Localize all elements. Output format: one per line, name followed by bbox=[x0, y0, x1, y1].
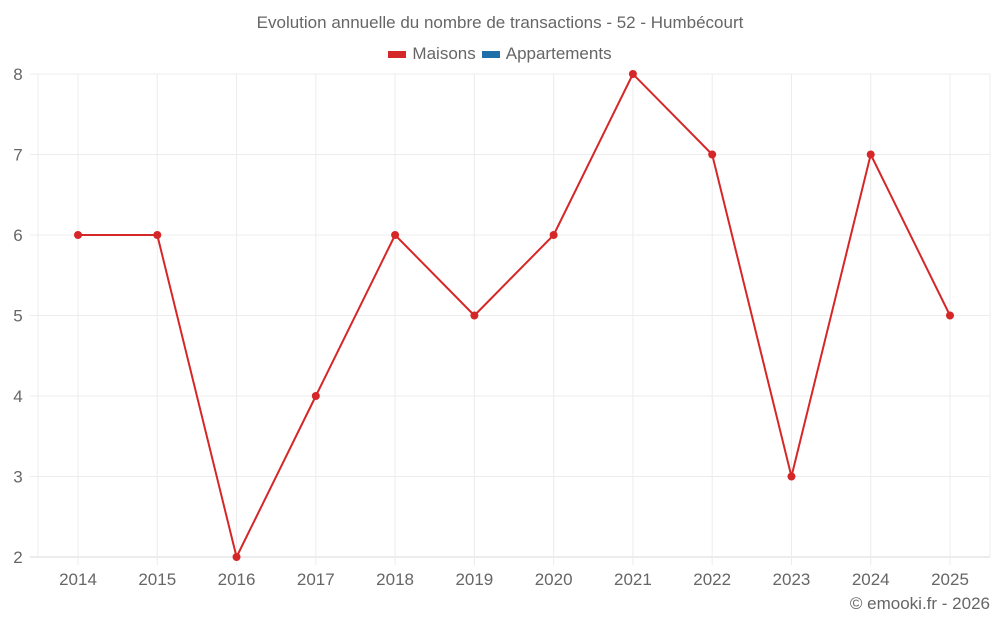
chart-title: Evolution annuelle du nombre de transact… bbox=[256, 13, 744, 32]
x-tick-label: 2014 bbox=[59, 570, 97, 589]
legend-label-appartements: Appartements bbox=[505, 44, 612, 63]
data-point[interactable] bbox=[787, 472, 796, 481]
x-axis: 2014 2015 2016 2017 2018 2019 2020 2021 2022 2023… bbox=[59, 570, 969, 589]
y-tick-label: 2 bbox=[13, 548, 22, 567]
data-point[interactable] bbox=[628, 70, 637, 78]
x-tick-label: 2023 bbox=[773, 570, 811, 589]
y-tick-label: 7 bbox=[13, 146, 22, 165]
y-tick-label: 6 bbox=[13, 226, 22, 245]
x-tick-label: 2019 bbox=[455, 570, 493, 589]
x-tick-label: 2022 bbox=[693, 570, 731, 589]
data-point[interactable] bbox=[391, 231, 400, 239]
footer-credit: © emooki.fr - 2026 bbox=[849, 594, 990, 613]
legend-swatch-maisons bbox=[388, 50, 407, 58]
data-point[interactable] bbox=[311, 392, 320, 400]
x-tick-label: 2020 bbox=[535, 570, 573, 589]
series-maisons bbox=[74, 70, 954, 561]
x-tick-label: 2024 bbox=[852, 570, 890, 589]
data-point[interactable] bbox=[946, 311, 954, 320]
x-tick-label: 2021 bbox=[614, 570, 652, 589]
x-tick-label: 2025 bbox=[931, 570, 969, 589]
y-tick-label: 8 bbox=[13, 65, 22, 84]
chart-legend: Maisons Appartements bbox=[0, 44, 1000, 64]
data-point[interactable] bbox=[549, 231, 558, 239]
data-point[interactable] bbox=[232, 553, 241, 561]
y-tick-label: 3 bbox=[13, 468, 22, 487]
y-tick-label: 5 bbox=[13, 307, 22, 326]
data-point[interactable] bbox=[470, 311, 479, 320]
y-axis: 2 3 4 5 6 7 8 bbox=[13, 65, 22, 567]
gridlines bbox=[30, 73, 991, 565]
legend-item-appartements[interactable]: Appartements bbox=[481, 44, 612, 64]
data-point[interactable] bbox=[74, 231, 82, 239]
data-point[interactable] bbox=[708, 150, 717, 159]
data-point[interactable] bbox=[866, 150, 875, 159]
x-tick-label: 2016 bbox=[218, 570, 256, 589]
x-tick-label: 2017 bbox=[297, 570, 335, 589]
legend-label-maisons: Maisons bbox=[412, 44, 476, 63]
legend-swatch-appartements bbox=[481, 50, 500, 58]
y-tick-label: 4 bbox=[13, 387, 22, 406]
data-point[interactable] bbox=[153, 231, 162, 239]
legend-item-maisons[interactable]: Maisons bbox=[388, 44, 476, 64]
x-tick-label: 2018 bbox=[376, 570, 414, 589]
x-tick-label: 2015 bbox=[138, 570, 176, 589]
